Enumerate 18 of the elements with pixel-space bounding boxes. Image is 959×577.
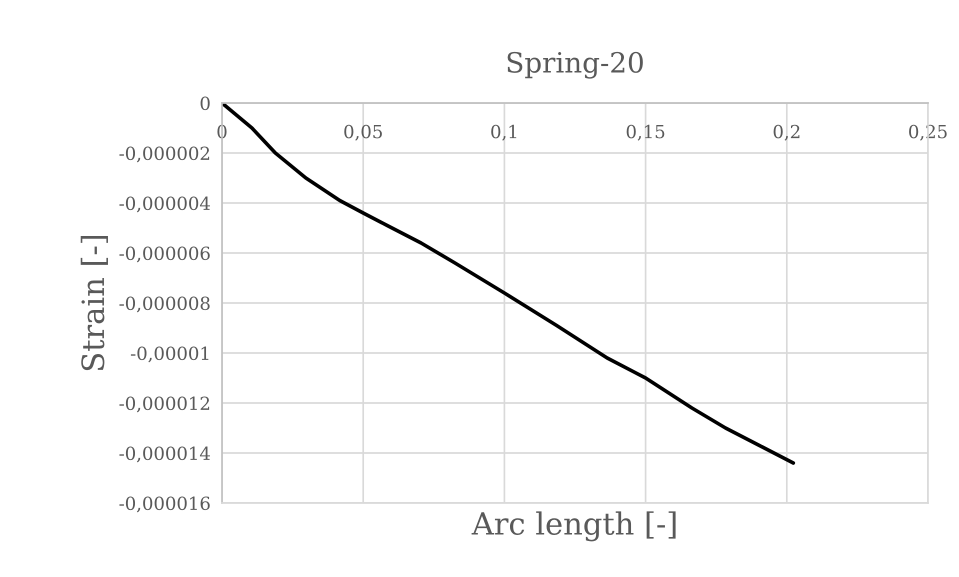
- x-axis-title: Arc length [-]: [472, 511, 676, 542]
- x-tick-label: 0: [217, 124, 227, 138]
- y-tick-label: -0,00001: [130, 346, 208, 362]
- y-tick-label: -0,000008: [119, 296, 210, 312]
- y-tick-label: 0: [200, 96, 210, 110]
- x-tick-label: 0,25: [909, 124, 947, 141]
- y-tick-label: -0,000014: [119, 446, 210, 462]
- y-tick-label: -0,000006: [119, 246, 210, 262]
- y-tick-label: -0,000002: [119, 146, 210, 162]
- x-tick-label: 0,2: [774, 124, 800, 141]
- y-tick-label: -0,000012: [119, 396, 210, 412]
- x-tick-label: 0,05: [344, 124, 382, 141]
- y-tick-label: -0,000004: [119, 196, 210, 212]
- x-tick-label: 0,15: [626, 124, 664, 141]
- chart-title: Spring-20: [508, 52, 643, 79]
- x-tick-label: 0,1: [491, 124, 516, 141]
- y-tick-label: -0,000016: [119, 496, 210, 512]
- y-axis-title: Strain [-]: [80, 236, 108, 370]
